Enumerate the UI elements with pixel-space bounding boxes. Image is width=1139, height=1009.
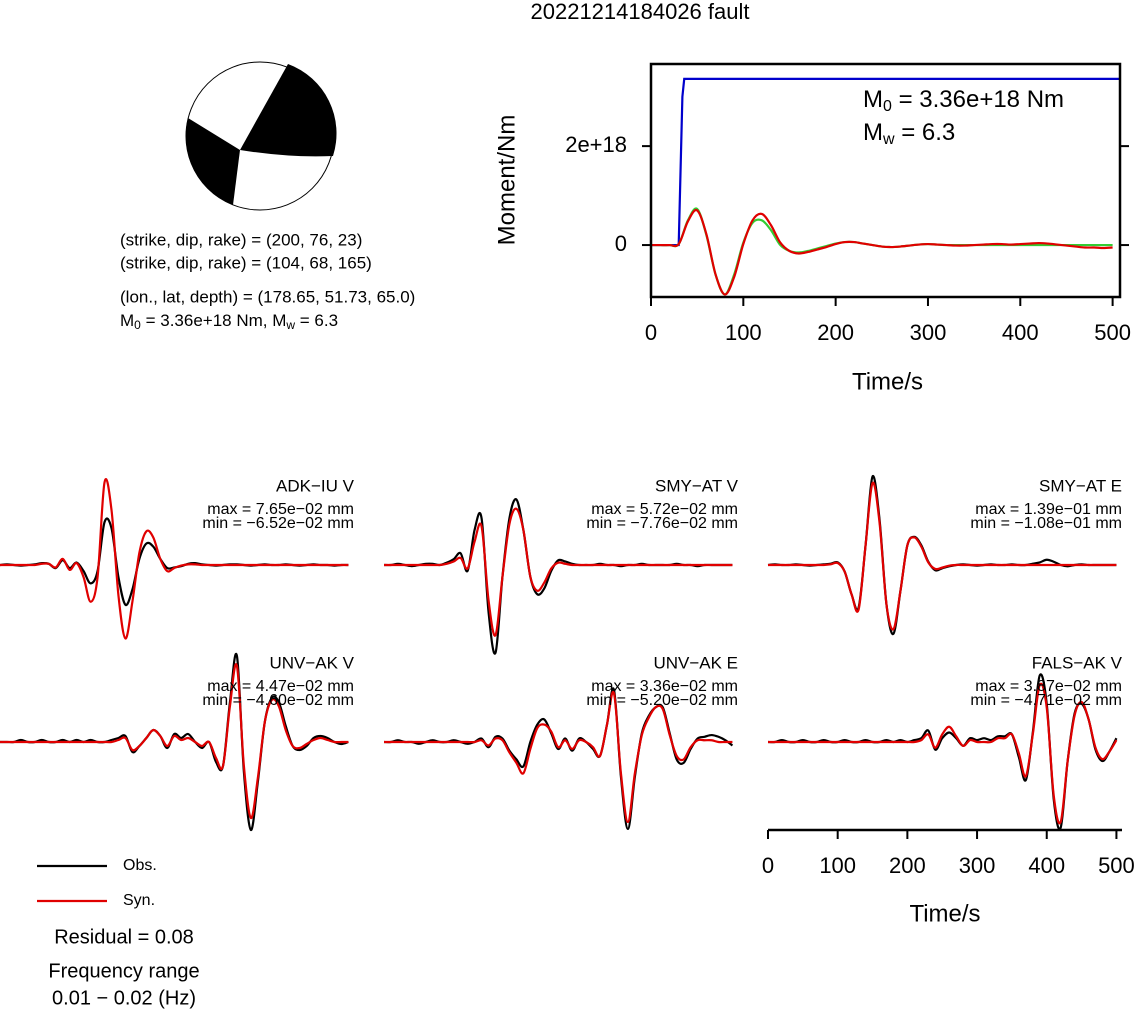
x-tick-label: 100 <box>725 320 762 345</box>
annotation: Mw = 6.3 <box>863 119 955 148</box>
x-tick-label: 300 <box>910 320 947 345</box>
moment-line <box>650 207 1113 296</box>
beachball <box>185 61 337 211</box>
annotation-part: = 6.3 <box>895 119 956 146</box>
waveform-trace <box>767 475 1117 636</box>
waveform-trace <box>767 682 1118 825</box>
x-axis-label: Time/s <box>852 368 923 395</box>
x-tick-label: 300 <box>959 853 996 878</box>
y-tick-label: 0 <box>615 231 627 256</box>
min-label: min = −4.71e−02 mm <box>970 692 1122 709</box>
annotation-part: = 3.36e+18 Nm <box>892 86 1064 113</box>
min-label: min = −5.20e−02 mm <box>586 692 738 709</box>
x-tick-label: 0 <box>645 320 657 345</box>
plot-frame <box>649 62 1122 299</box>
waveform-trace <box>0 663 349 820</box>
min-label: min = −4.60e−02 mm <box>202 692 354 709</box>
station-label: UNV−AK E <box>653 653 738 672</box>
station-label: ADK−IU V <box>276 476 355 495</box>
x-tick-label: 200 <box>817 320 854 345</box>
x-tick-label: 400 <box>1028 853 1065 878</box>
max-label: max = 1.39e−01 mm <box>975 501 1122 518</box>
min-label: min = −1.08e−01 mm <box>970 515 1122 532</box>
max-label: max = 7.65e−02 mm <box>207 501 354 518</box>
annotation-part: M <box>863 86 883 113</box>
legend-label: Obs. <box>123 857 157 874</box>
moment-part: = 6.3 <box>295 311 338 330</box>
min-label: min = −6.52e−02 mm <box>202 515 354 532</box>
mechanism-text: (strike, dip, rake) = (104, 68, 165) <box>120 253 372 272</box>
station-label: SMY−AT E <box>1039 476 1122 495</box>
annotation: Residual = 0.08 <box>54 926 194 948</box>
x-tick-label: 0 <box>762 853 774 878</box>
moment-sub: 0 <box>134 318 141 332</box>
x-tick-label: 500 <box>1094 320 1131 345</box>
x-tick-label: 400 <box>1002 320 1039 345</box>
max-label: max = 3.36e−02 mm <box>591 678 738 695</box>
annotation: 0.01 − 0.02 (Hz) <box>52 987 196 1009</box>
waveform-trace <box>767 481 1117 631</box>
x-axis-label: Time/s <box>909 900 980 927</box>
max-label: max = 4.47e−02 mm <box>207 678 354 695</box>
mechanism-text: (strike, dip, rake) = (200, 76, 23) <box>120 230 362 249</box>
y-axis-label: Moment/Nm <box>493 115 520 246</box>
waveform-trace <box>383 690 733 824</box>
moment-part: M <box>120 311 134 330</box>
station-label: SMY−AT V <box>655 476 739 495</box>
annotation-sub: 0 <box>883 98 892 115</box>
min-label: min = −7.76e−02 mm <box>586 515 738 532</box>
waveform-trace <box>383 507 733 637</box>
station-label: FALS−AK V <box>1032 653 1123 672</box>
moment-sub: w <box>285 318 295 332</box>
annotation-part: M <box>863 119 883 146</box>
waveform-trace <box>0 478 349 640</box>
x-tick-label: 100 <box>819 853 856 878</box>
x-tick-label: 500 <box>1098 853 1135 878</box>
annotation: Frequency range <box>48 960 199 982</box>
moment-part: = 3.36e+18 Nm, M <box>141 311 287 330</box>
moment-chart: 0 100 200 300 400 500 0 2e+18 Time/s Moment/Nm M0 … <box>493 62 1131 395</box>
annotation-sub: w <box>882 131 895 148</box>
annotation: M0 = 3.36e+18 Nm <box>863 86 1064 115</box>
moment-text: M0 = 3.36e+18 Nm, Mw = 6.3 <box>120 311 338 332</box>
legend-label: Syn. <box>123 892 155 909</box>
y-tick-label: 2e+18 <box>565 132 627 157</box>
figure-title: 20221214184026 fault <box>531 0 750 24</box>
x-tick-label: 200 <box>889 853 926 878</box>
max-label: max = 3.87e−02 mm <box>975 678 1122 695</box>
mechanism-text: (lon., lat, depth) = (178.65, 51.73, 65.… <box>120 287 415 306</box>
moment-line <box>650 209 1113 296</box>
station-label: UNV−AK V <box>269 653 354 672</box>
max-label: max = 5.72e−02 mm <box>591 501 738 518</box>
